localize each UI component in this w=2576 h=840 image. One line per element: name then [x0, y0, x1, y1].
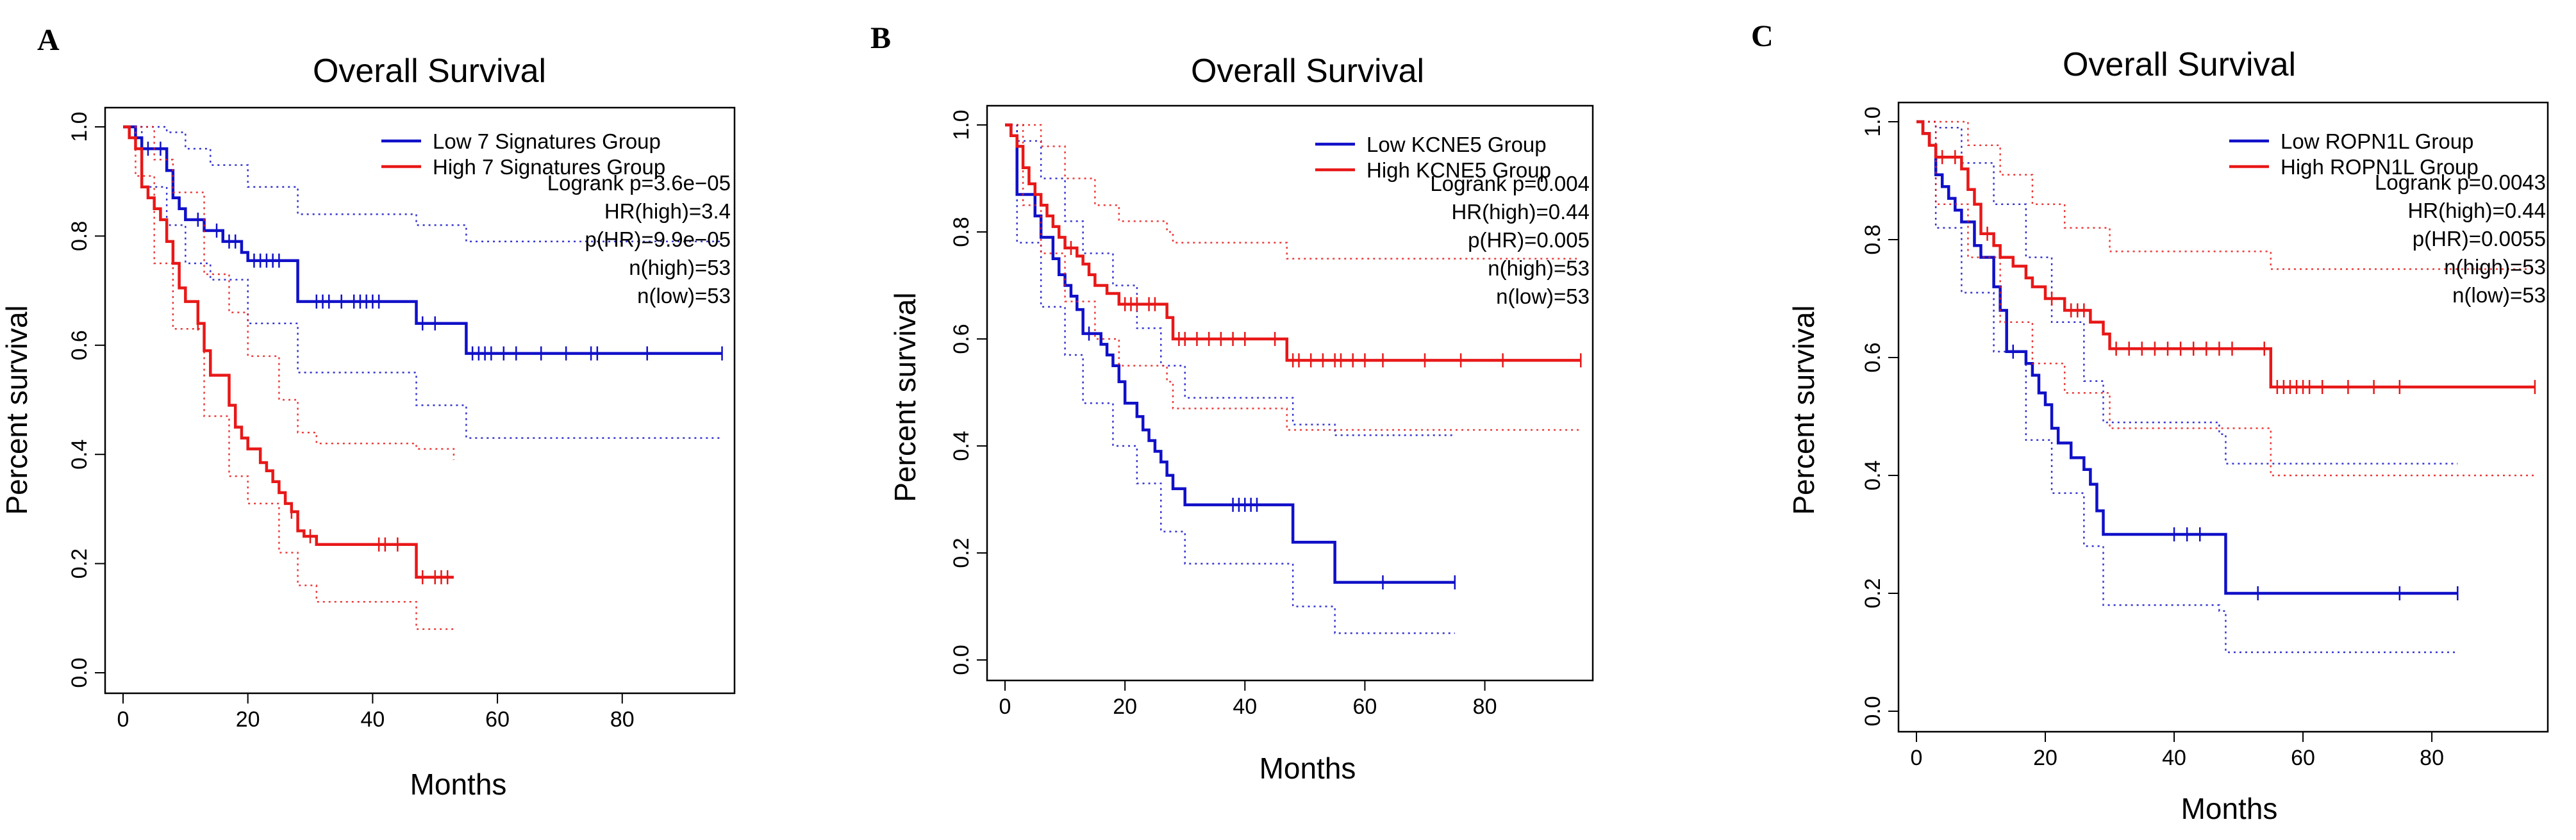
series-low: [1005, 123, 1456, 634]
stat-text: p(HR)=0.005: [1468, 228, 1590, 252]
y-tick-label: 0.4: [67, 440, 92, 470]
legend-label: Low ROPN1L Group: [2281, 129, 2473, 153]
x-axis-label: Months: [1259, 752, 1356, 785]
x-tick-label: 20: [1113, 695, 1137, 719]
x-tick-label: 0: [117, 707, 129, 732]
x-axis-label: Months: [410, 768, 507, 801]
ci-lower-line: [123, 126, 722, 439]
stat-text: n(high)=53: [2444, 255, 2546, 279]
x-tick-label: 40: [2162, 746, 2186, 770]
ci-upper-line: [123, 126, 455, 460]
series-low: [1916, 120, 2459, 654]
y-tick-label: 0.0: [1861, 696, 1885, 726]
x-tick-label: 40: [1233, 695, 1257, 719]
stat-text: HR(high)=3.4: [604, 199, 731, 223]
legend-label: High KCNE5 Group: [1367, 158, 1551, 182]
ci-upper-line: [1005, 124, 1581, 259]
y-axis-label: Percent survival: [888, 292, 922, 502]
stat-text: n(low)=53: [637, 284, 731, 308]
x-tick-label: 60: [2291, 746, 2315, 770]
y-tick-label: 0.2: [949, 538, 974, 568]
survival-curve: [1005, 123, 1581, 362]
y-tick-label: 0.8: [67, 221, 92, 251]
plot-frame: [986, 104, 1594, 682]
y-tick-label: 0.6: [67, 330, 92, 360]
y-tick-label: 0.0: [67, 657, 92, 688]
legend-label: High ROPN1L Group: [2281, 155, 2479, 179]
ci-upper-line: [1916, 120, 2535, 270]
legend-label: Low KCNE5 Group: [1367, 133, 1547, 156]
panel-B: B Overall Survival 0.0 0.2 0.4 0.6 0.8 1.0 0 20 40…: [870, 21, 1594, 785]
stat-text: p(HR)=0.0055: [2413, 227, 2546, 251]
x-axis-label: Months: [2181, 792, 2278, 825]
y-tick-label: 0.8: [1861, 224, 1885, 254]
x-tick-label: 80: [1473, 695, 1497, 719]
legend-label: Low 7 Signatures Group: [433, 129, 661, 153]
y-tick-label: 0.6: [949, 324, 974, 354]
x-tick-label: 80: [2420, 746, 2444, 770]
y-tick-label: 0.4: [1861, 460, 1885, 490]
panel-label: B: [870, 21, 891, 55]
stat-text: HR(high)=0.44: [2407, 199, 2546, 222]
y-tick-label: 0.8: [949, 217, 974, 247]
stat-text: Logrank p=3.6e−05: [547, 171, 731, 195]
stat-text: Logrank p=0.004: [1430, 172, 1590, 195]
y-axis-label: Percent survival: [1787, 305, 1820, 515]
y-tick-label: 0.4: [949, 431, 974, 461]
y-axis-label: Percent survival: [0, 305, 33, 515]
ci-upper-line: [123, 126, 722, 243]
plot-frame: [104, 106, 736, 695]
survival-curve: [1916, 120, 2458, 595]
x-tick-label: 40: [360, 707, 385, 732]
y-tick-label: 1.0: [67, 111, 92, 142]
panel-label: A: [37, 23, 60, 57]
ci-lower-line: [1916, 120, 2458, 654]
ci-upper-line: [1916, 120, 2458, 465]
x-tick-label: 60: [1353, 695, 1377, 719]
legend-label: High 7 Signatures Group: [433, 155, 665, 179]
survival-curve: [1916, 120, 2535, 389]
y-tick-label: 1.0: [949, 110, 974, 140]
stat-text: p(HR)=9.9e−05: [585, 227, 731, 251]
stat-text: n(low)=53: [2452, 283, 2546, 307]
series-high: [1916, 120, 2536, 477]
ci-lower-line: [1005, 124, 1455, 634]
x-tick-label: 20: [236, 707, 260, 732]
survival-curve: [1005, 123, 1455, 584]
panel-A: A Overall Survival 0.0 0.2 0.4 0.6 0.8 1.0 0 20 40…: [0, 23, 736, 801]
stat-text: n(low)=53: [1496, 284, 1590, 308]
y-tick-label: 0.2: [1861, 578, 1885, 608]
stat-text: Logrank p=0.0043: [2375, 170, 2546, 194]
x-tick-label: 60: [485, 707, 510, 732]
x-tick-label: 0: [1911, 746, 1923, 770]
chart-title: Overall Survival: [1191, 53, 1424, 90]
x-tick-label: 20: [2033, 746, 2057, 770]
series-high: [123, 125, 455, 630]
stat-text: n(high)=53: [629, 256, 731, 279]
plot-frame: [1897, 101, 2549, 733]
stat-text: n(high)=53: [1488, 256, 1590, 280]
y-tick-label: 1.0: [1861, 106, 1885, 136]
chart-title: Overall Survival: [2063, 46, 2296, 83]
chart-title: Overall Survival: [313, 53, 546, 90]
series-high: [1005, 123, 1582, 431]
stat-text: HR(high)=0.44: [1451, 200, 1590, 224]
x-tick-label: 0: [999, 695, 1011, 719]
y-tick-label: 0.6: [1861, 342, 1885, 372]
y-tick-label: 0.0: [949, 645, 974, 675]
ci-lower-line: [123, 126, 454, 630]
y-tick-label: 0.2: [67, 548, 92, 579]
panel-C: C Overall Survival 0.0 0.2 0.4 0.6 0.8 1.0 0 20 40…: [1751, 19, 2549, 825]
panel-label: C: [1751, 19, 1774, 53]
x-tick-label: 80: [610, 707, 635, 732]
ci-upper-line: [1005, 124, 1455, 436]
